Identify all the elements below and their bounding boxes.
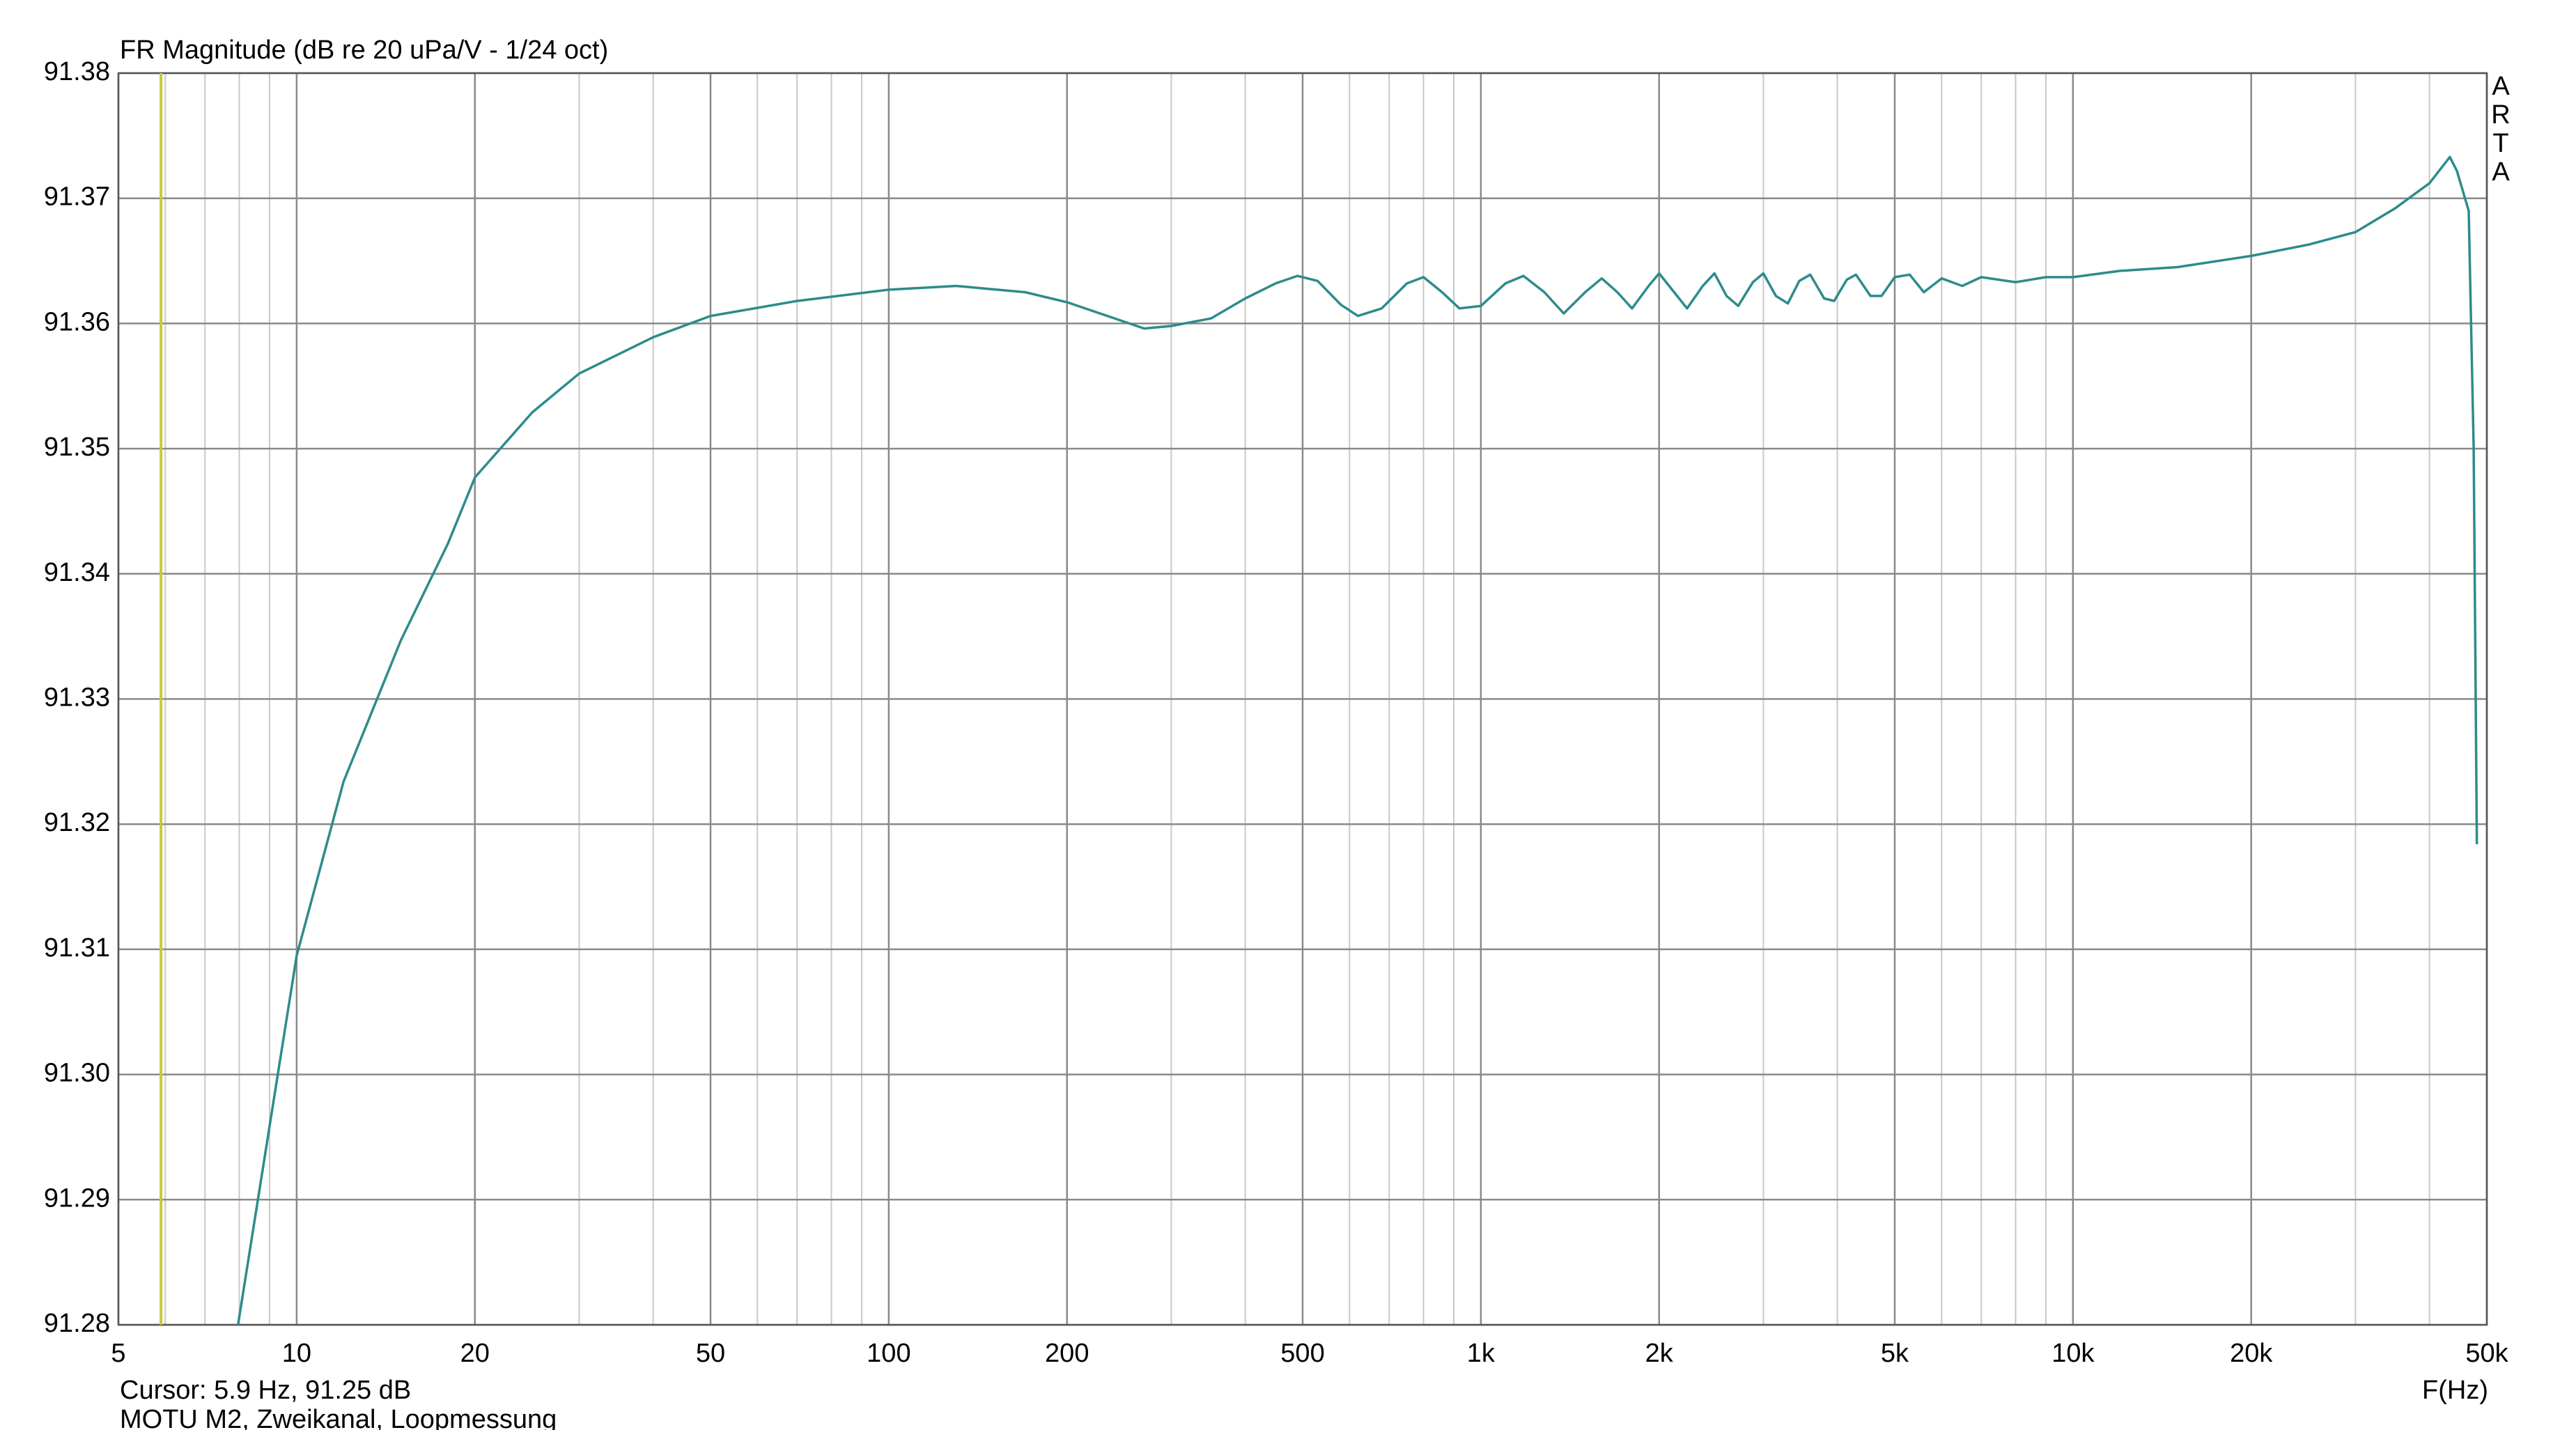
x-tick-label: 1k bbox=[1467, 1339, 1496, 1368]
x-tick-label: 20k bbox=[2230, 1339, 2273, 1368]
x-tick-label: 5k bbox=[1881, 1339, 1909, 1368]
chart-title: FR Magnitude (dB re 20 uPa/V - 1/24 oct) bbox=[120, 36, 608, 65]
side-label: A bbox=[2492, 157, 2510, 187]
x-tick-label: 50 bbox=[696, 1339, 725, 1368]
side-label: A bbox=[2492, 72, 2510, 101]
x-tick-label: 5 bbox=[111, 1339, 125, 1368]
side-label: T bbox=[2492, 129, 2508, 158]
y-tick-label: 91.35 bbox=[44, 433, 110, 462]
cursor-readout: Cursor: 5.9 Hz, 91.25 dB bbox=[120, 1376, 411, 1405]
side-label: R bbox=[2491, 100, 2510, 130]
x-axis-label: F(Hz) bbox=[2422, 1376, 2488, 1405]
x-tick-label: 20 bbox=[460, 1339, 490, 1368]
response-line bbox=[236, 155, 2478, 1326]
x-tick-label: 10k bbox=[2051, 1339, 2095, 1368]
y-tick-label: 91.38 bbox=[44, 57, 110, 86]
x-tick-label: 10 bbox=[282, 1339, 311, 1368]
plot-frame bbox=[117, 72, 2488, 1326]
x-tick-label: 2k bbox=[1645, 1339, 1674, 1368]
y-tick-label: 91.31 bbox=[44, 933, 110, 963]
y-tick-label: 91.34 bbox=[44, 558, 110, 587]
y-tick-label: 91.29 bbox=[44, 1183, 110, 1213]
y-tick-label: 91.32 bbox=[44, 808, 110, 837]
y-tick-label: 91.30 bbox=[44, 1059, 110, 1088]
y-tick-label: 91.36 bbox=[44, 307, 110, 336]
y-tick-label: 91.33 bbox=[44, 683, 110, 713]
footer-note: MOTU M2, Zweikanal, Loopmessung bbox=[120, 1405, 557, 1430]
x-tick-label: 100 bbox=[867, 1339, 910, 1368]
x-tick-label: 50k bbox=[2465, 1339, 2508, 1368]
y-tick-label: 91.28 bbox=[44, 1309, 110, 1338]
x-tick-label: 200 bbox=[1045, 1339, 1089, 1368]
x-tick-label: 500 bbox=[1280, 1339, 1324, 1368]
y-tick-label: 91.37 bbox=[44, 182, 110, 212]
